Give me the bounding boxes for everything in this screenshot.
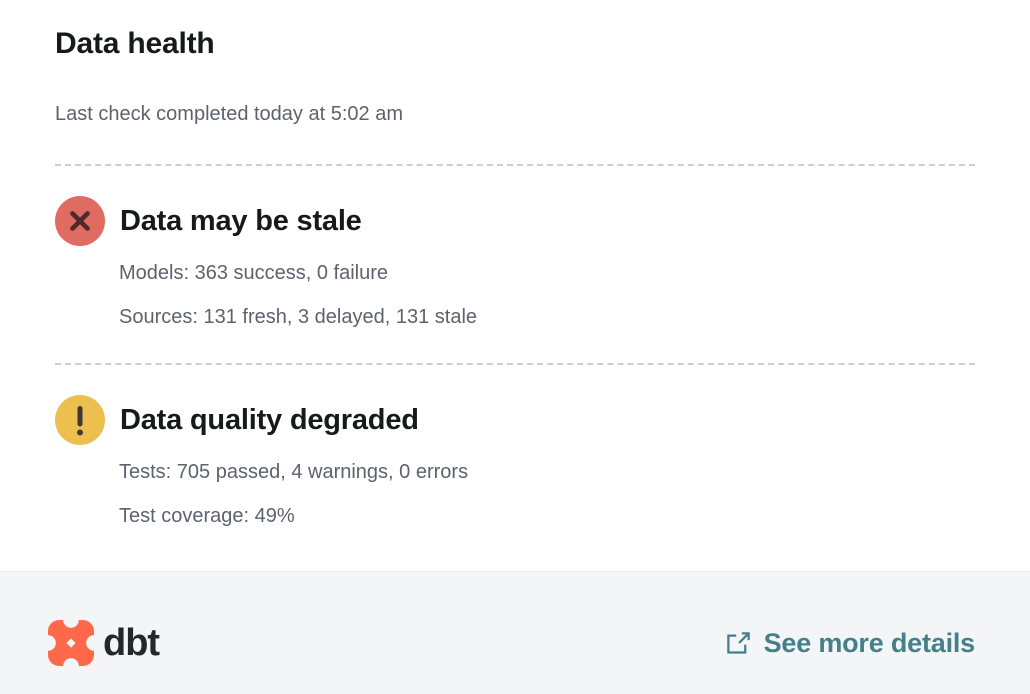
last-check-status: Last check completed today at 5:02 am bbox=[55, 103, 403, 125]
dbt-logo-icon bbox=[48, 620, 94, 666]
exclamation-circle-icon bbox=[55, 395, 105, 445]
divider bbox=[55, 363, 975, 365]
footer: dbt See more details bbox=[0, 571, 1030, 694]
dbt-wordmark: dbt bbox=[103, 621, 160, 664]
status-row: Data quality degraded bbox=[55, 395, 975, 445]
see-more-details-label: See more details bbox=[763, 627, 976, 658]
page-title: Data health bbox=[55, 27, 215, 60]
sources-status-line: Sources: 131 fresh, 3 delayed, 131 stale bbox=[119, 306, 478, 328]
status-section-quality: Data quality degraded Tests: 705 passed,… bbox=[55, 395, 975, 530]
see-more-details-link[interactable]: See more details bbox=[725, 628, 975, 659]
test-coverage-line: Test coverage: 49% bbox=[119, 505, 295, 527]
status-row: Data may be stale bbox=[55, 196, 975, 246]
models-status-line: Models: 363 success, 0 failure bbox=[119, 262, 389, 284]
tests-status-line: Tests: 705 passed, 4 warnings, 0 errors bbox=[119, 461, 469, 483]
dbt-brand: dbt bbox=[48, 620, 160, 666]
external-link-icon bbox=[725, 630, 752, 657]
section-title: Data may be stale bbox=[120, 204, 362, 237]
card-body: Data health Last check completed today a… bbox=[55, 27, 975, 530]
x-circle-icon bbox=[55, 196, 105, 246]
status-section-staleness: Data may be stale Models: 363 success, 0… bbox=[55, 196, 975, 331]
section-title: Data quality degraded bbox=[120, 403, 419, 436]
divider bbox=[55, 164, 975, 166]
